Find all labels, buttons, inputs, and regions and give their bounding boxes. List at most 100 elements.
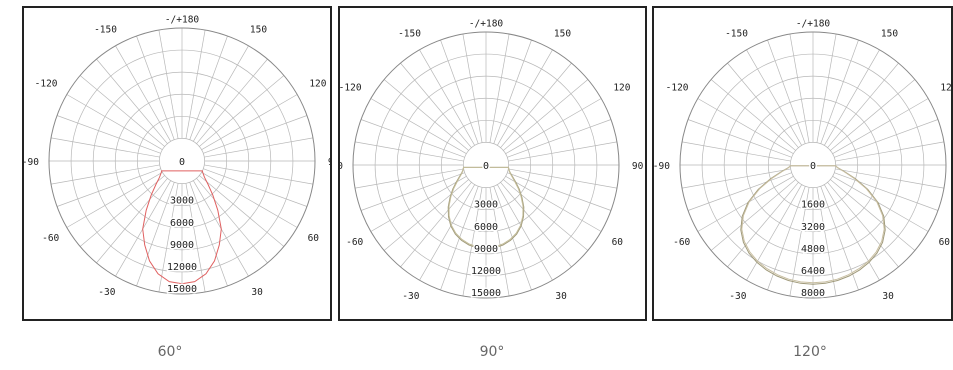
grid-spoke [832,176,929,232]
radial-tick-label: 9000 [170,240,194,251]
grid-spoke [354,168,464,189]
grid-spoke [66,94,163,150]
grid-ring [374,53,598,277]
grid-spoke [189,182,228,287]
angle-tick-label: -150 [398,29,421,40]
grid-spoke [199,175,285,247]
radial-tick-label: 3000 [170,196,194,207]
angle-tick-label: -120 [35,79,58,90]
angle-tick-label: 30 [555,291,567,302]
grid-spoke [360,119,465,158]
grid-ring [679,31,947,299]
angle-tick-label: 30 [251,287,263,298]
angle-tick-label: 60 [308,233,320,244]
grid-ring [723,75,903,255]
grid-spoke [96,178,168,264]
grid-spoke [383,79,469,151]
grid-spoke [834,119,939,158]
grid-spoke [96,58,168,144]
grid-ring [159,138,205,184]
grid-spoke [834,172,939,211]
radial-tick-label: 15000 [471,288,501,299]
grid-ring [745,97,881,233]
grid-spoke [66,172,163,228]
angle-tick-label: -150 [725,29,748,40]
grid-spoke [830,179,916,251]
angle-tick-label: -30 [402,291,419,302]
grid-spoke [727,62,799,148]
angle-tick-label: -30 [729,291,746,302]
polar-svg: 016003200480064008000-/+180150120906030-… [654,19,953,302]
grid-spoke [136,182,175,287]
grid-spoke [204,164,314,185]
grid-spoke [697,98,794,154]
angle-tick-label: -90 [340,161,343,172]
radial-tick-label: 8000 [801,288,825,299]
grid-spoke [789,187,810,297]
grid-spoke [50,137,160,158]
grid-spoke [462,187,483,297]
grid-spoke [419,49,475,146]
angle-tick-label: -90 [24,157,39,168]
angle-tick-label: 30 [882,291,894,302]
grid-spoke [370,176,467,232]
grid-spoke [203,115,308,154]
radial-tick-label: 1600 [801,200,825,211]
angle-tick-label: -120 [340,83,362,94]
grid-spoke [832,98,929,154]
grid-spoke [816,187,837,297]
radial-tick-label: 6000 [170,218,194,229]
grid-spoke [497,184,553,281]
angle-tick-label: -/+180 [469,19,504,30]
grid-spoke [835,141,945,162]
grid-spoke [505,98,602,154]
grid-spoke [193,45,249,142]
grid-spoke [203,168,308,207]
grid-spoke [820,39,859,144]
grid-spoke [50,164,160,185]
grid-spoke [816,33,837,143]
angle-tick-label: 120 [940,83,953,94]
grid-ring [352,31,620,299]
grid-spoke [767,39,806,144]
grid-spoke [370,98,467,154]
angle-tick-label: -60 [673,237,690,248]
intensity-curve [142,170,222,285]
radial-tick-label: 4800 [801,244,825,255]
grid-ring [70,49,294,273]
grid-spoke [710,179,796,251]
polar-svg: 0 3000 6000 9000 12000 15000 -/+180 150 120 90 60 3… [340,19,644,302]
grid-spoke [489,33,510,143]
radial-tick-label: 12000 [471,266,501,277]
grid-spoke [827,62,899,148]
angle-tick-label: 60 [612,237,624,248]
grid-spoke [204,137,314,158]
grid-spoke [681,141,791,162]
grid-ring [92,71,272,251]
caption-60: 60° [157,344,183,360]
intensity-curve [448,166,524,249]
grid-spoke [710,79,796,151]
angle-tick-label: -90 [654,161,670,172]
grid-spoke [201,94,298,150]
grid-spoke [835,168,945,189]
polar-chart-120: 016003200480064008000-/+180150120906030-… [652,6,953,321]
radial-tick-label: 9000 [474,244,498,255]
grid-spoke [681,168,791,189]
grid-spoke [136,35,175,140]
angle-tick-label: 150 [250,25,267,36]
caption-120: 120° [793,344,827,360]
angle-tick-label: 150 [881,29,898,40]
grid-spoke [199,75,285,147]
polar-chart-60: 0 3000 6000 9000 12000 15000 -/+180 150 120 90 60 3… [22,6,332,321]
radial-tick-label: 6400 [801,266,825,277]
grid-spoke [746,184,802,281]
grid-spoke [354,141,464,162]
grid-spoke [383,179,469,251]
radial-tick-label: 12000 [167,262,197,273]
grid-spoke [115,45,171,142]
grid-ring [418,97,554,233]
grid-spoke [503,79,589,151]
grid-spoke [697,176,794,232]
radial-tick-label: 15000 [167,284,197,295]
